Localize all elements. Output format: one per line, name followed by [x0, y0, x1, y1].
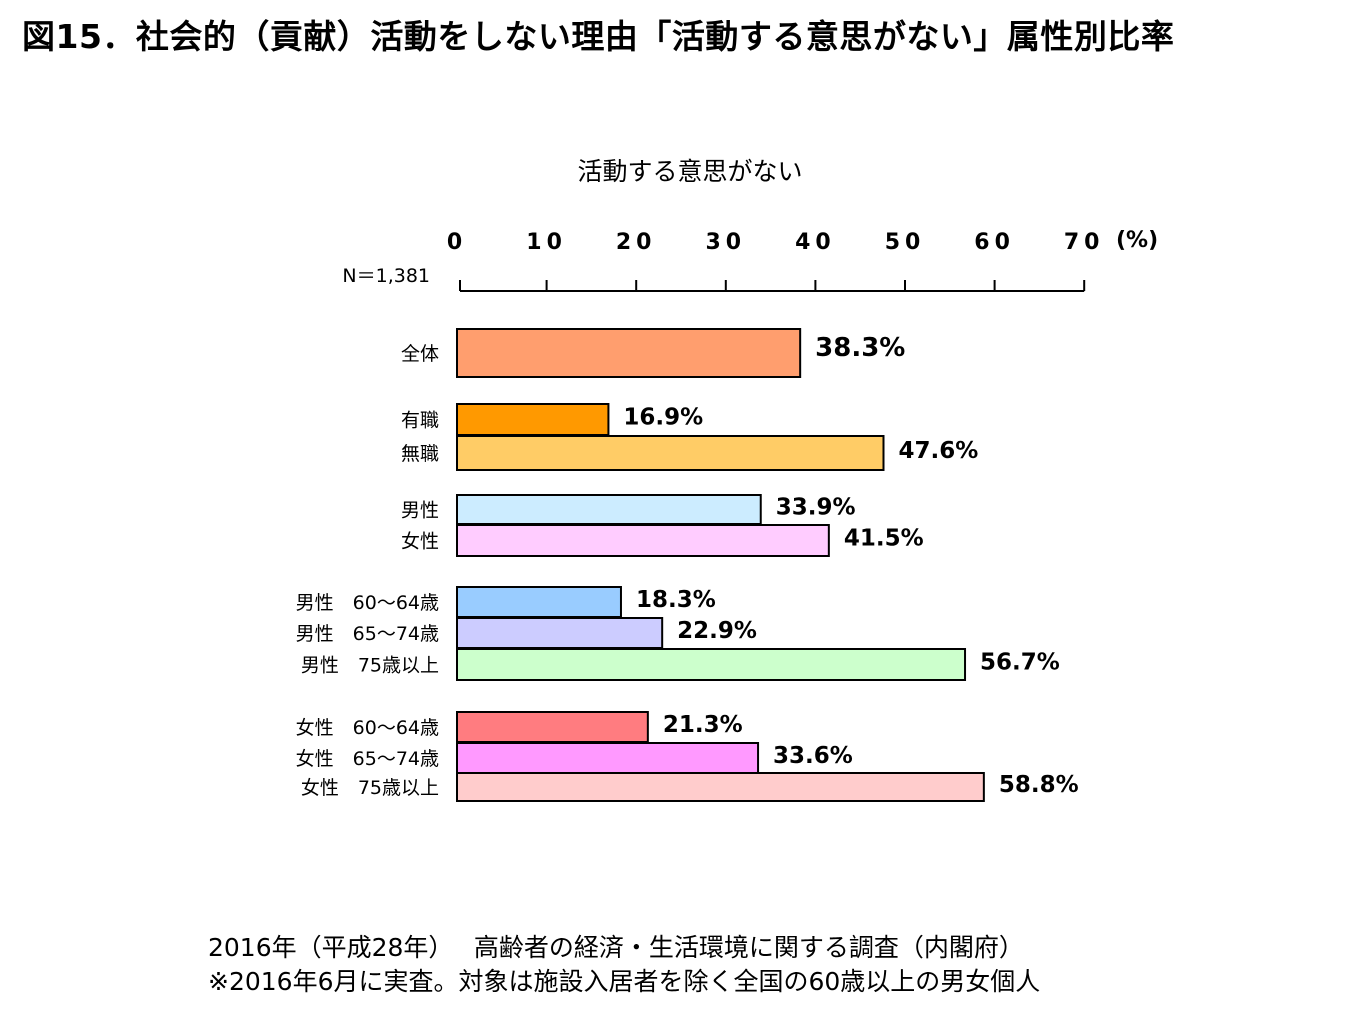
source-note: 2016年（平成28年） 高齢者の経済・生活環境に関する調査（内閣府）	[208, 933, 1024, 962]
x-tick-label: 10	[526, 230, 567, 255]
value-label: 33.9%	[776, 495, 856, 521]
x-tick-label: 30	[705, 230, 746, 255]
bar	[456, 617, 664, 649]
sample-size-label: N＝1,381	[342, 265, 430, 287]
category-label: 全体	[401, 343, 439, 365]
x-tick-label: 40	[795, 230, 836, 255]
category-label: 有職	[401, 410, 439, 432]
bar	[456, 328, 802, 378]
bars	[456, 328, 985, 802]
x-tick-label: 0	[447, 230, 467, 255]
category-label: 男性 60～64歳	[296, 592, 439, 614]
value-label: 38.3%	[815, 333, 905, 363]
x-tick-label: 70	[1064, 230, 1105, 255]
bar	[456, 494, 762, 525]
bar	[456, 648, 967, 681]
bar	[456, 586, 622, 618]
chart-title: 活動する意思がない	[577, 157, 802, 186]
category-label: 女性 65～74歳	[296, 748, 439, 770]
value-label: 22.9%	[677, 618, 757, 644]
figure-title: 図15．社会的（貢献）活動をしない理由「活動する意思がない」属性別比率	[22, 17, 1175, 56]
survey-note: ※2016年6月に実査。対象は施設入居者を除く全国の60歳以上の男女個人	[208, 967, 1041, 996]
value-label: 21.3%	[663, 712, 743, 738]
category-label: 女性	[401, 531, 439, 553]
value-label: 18.3%	[636, 587, 716, 613]
x-tick-label: 60	[974, 230, 1015, 255]
value-label: 41.5%	[844, 526, 924, 552]
bar	[456, 524, 830, 557]
value-label: 33.6%	[773, 743, 853, 769]
value-label: 56.7%	[980, 650, 1060, 676]
value-label: 16.9%	[623, 405, 703, 431]
bar	[456, 403, 610, 436]
category-label: 女性 60～64歳	[296, 717, 439, 739]
value-label: 58.8%	[999, 772, 1079, 798]
value-labels: 38.3% 16.9% 47.6% 33.9% 41.5% 18.3% 22.9% 56.7%…	[623, 333, 1078, 798]
bar	[456, 435, 885, 471]
x-axis: 0 10 20 30 40 50 60 70	[447, 230, 1105, 292]
x-tick-label: 50	[885, 230, 926, 255]
bar	[456, 772, 985, 802]
category-label: 男性 65～74歳	[296, 623, 439, 645]
category-label: 男性 75歳以上	[301, 655, 439, 677]
category-label: 女性 75歳以上	[301, 777, 439, 799]
bar	[456, 711, 649, 743]
bar	[456, 742, 760, 774]
category-label: 男性	[401, 500, 439, 522]
value-label: 47.6%	[898, 438, 978, 464]
category-label: 無職	[401, 443, 439, 465]
axis-unit-label: (%)	[1116, 228, 1158, 253]
x-tick-label: 20	[616, 230, 657, 255]
